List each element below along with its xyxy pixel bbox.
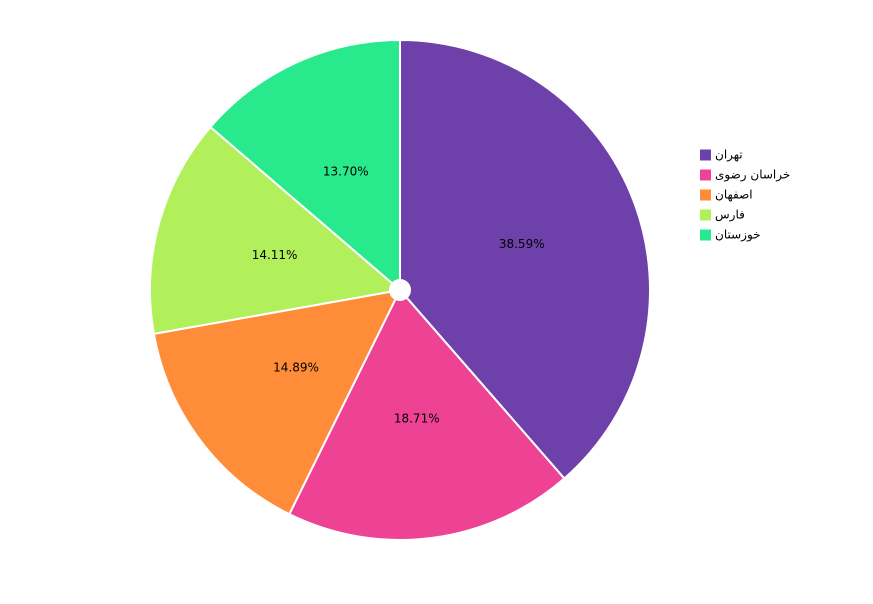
- slice-label: 14.89%: [273, 361, 319, 375]
- legend-label: فارس: [715, 208, 745, 223]
- pie-slice: [288, 296, 566, 541]
- pie-slice: [399, 39, 651, 480]
- slice-label: 18.71%: [394, 411, 440, 425]
- legend-swatch: [700, 149, 711, 161]
- legend-label: اصفهان: [715, 188, 753, 202]
- legend-label: خوزستان: [715, 228, 761, 243]
- slice-label: 14.11%: [252, 248, 298, 262]
- slice-label: 13.70%: [323, 164, 369, 178]
- legend-label: تهران: [715, 148, 743, 163]
- pie-slice: [209, 39, 401, 285]
- legend-label: خراسان رضوی: [715, 168, 790, 183]
- pie-slice: [149, 126, 394, 335]
- legend-swatch: [700, 229, 711, 241]
- slice-label: 38.59%: [499, 237, 545, 251]
- legend-swatch: [700, 209, 711, 221]
- legend-swatch: [700, 189, 711, 201]
- legend-swatch: [700, 169, 711, 181]
- pie-slice: [152, 290, 397, 516]
